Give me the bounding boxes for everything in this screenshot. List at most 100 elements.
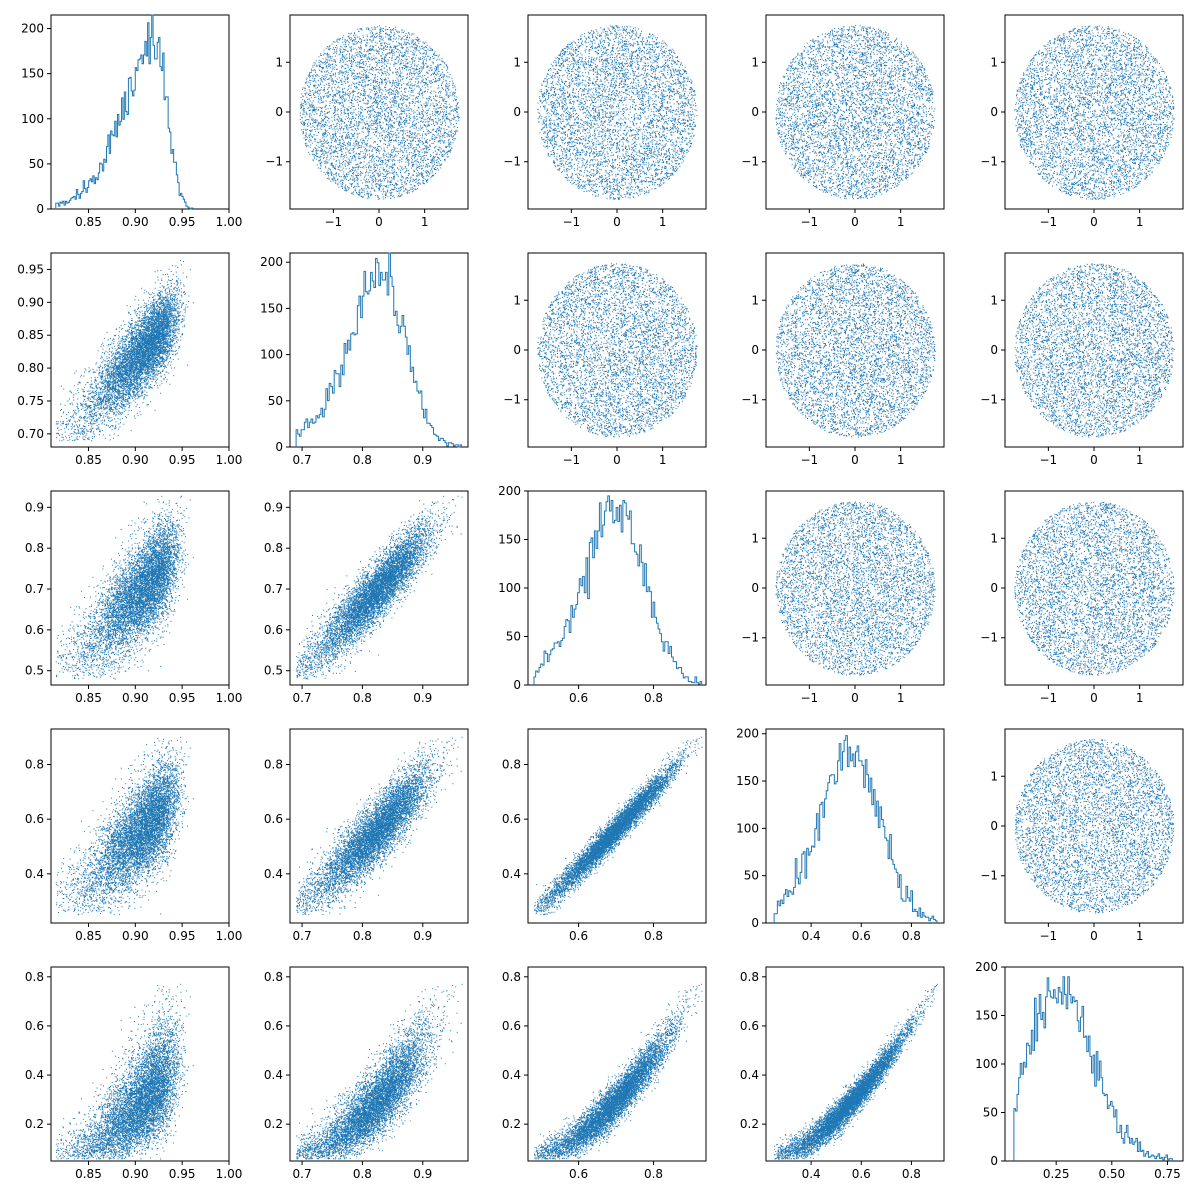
panel-r4-c5: −1 0 1 −1 0 1 [980, 728, 1184, 943]
panel-r4-c4-ytick-label: 0 [751, 916, 759, 930]
panel-r5-c5-ytick-label: 100 [975, 1057, 998, 1071]
panel-r5-c5-xtick-label: 0.50 [1098, 1167, 1125, 1181]
panel-r1-c5-frame [1004, 14, 1184, 210]
panel-r5-c1-ytick-label: 0.2 [25, 1117, 44, 1131]
panel-r1-c3-ytick-label: −1 [503, 155, 521, 169]
panel-r3-c3-ytick-label: 50 [506, 630, 521, 644]
panel-r1-c1-ytick-label: 0 [36, 202, 44, 216]
panel-r5-c1-ytick-label: 0.8 [25, 970, 44, 984]
panel-r3-c2-frame [289, 490, 469, 686]
panel-r5-c2-ytick-label: 0.8 [264, 970, 283, 984]
panel-r2-c2-ytick-label: 150 [260, 301, 283, 315]
panel-r3-c5-ytick-label: 1 [990, 531, 998, 545]
panel-r2-c1-ytick-label: 0.75 [17, 394, 44, 408]
panel-r1-c2-frame [289, 14, 469, 210]
panel-r1-c1-histogram-line [55, 14, 194, 210]
panel-r1-c5-points [1014, 25, 1175, 200]
panel-r2-c1-ytick-label: 0.70 [17, 427, 44, 441]
panel-r3-c3-xtick-label: 0.6 [569, 691, 588, 705]
panel-r2-c5: −1 0 1 −1 0 1 [980, 252, 1184, 467]
panel-r2-c2-ytick-label: 50 [268, 394, 283, 408]
panel-r5-c3-ytick-label: 0.2 [502, 1117, 521, 1131]
panel-r2-c3-xtick-label: 1 [659, 453, 667, 467]
panel-r5-c4-xtick-label: 0.8 [902, 1167, 921, 1181]
panel-r2-c4: −1 0 1 −1 0 1 [741, 252, 945, 467]
panel-r1-c4-points [775, 25, 936, 200]
panel-r4-c4-ytick-label: 150 [736, 774, 759, 788]
panel-r3-c4-xtick-label: −1 [801, 691, 819, 705]
panel-r3-c4-xtick-label: 1 [897, 691, 905, 705]
panel-r2-c4-ytick-label: 0 [751, 343, 759, 357]
panel-r5-c5-frame [1004, 966, 1184, 1162]
panel-r1-c1-xtick-label: 1.00 [216, 215, 243, 229]
panel-r1-c5: −1 0 1 −1 0 1 [980, 14, 1184, 229]
panel-r1-c2-xtick-label: 0 [375, 215, 383, 229]
panel-r5-c2-xtick-label: 0.7 [293, 1167, 312, 1181]
panel-r5-c3-xtick-label: 0.8 [644, 1167, 663, 1181]
panel-r1-c3-xtick-label: 1 [659, 215, 667, 229]
panel-r3-c1-xtick-label: 0.95 [169, 691, 196, 705]
panel-r2-c1-points [55, 260, 194, 442]
panel-r4-c1-points [55, 736, 194, 916]
panel-r5-c2-points [296, 983, 463, 1160]
panel-r3-c2-ytick-label: 0.8 [264, 541, 283, 555]
panel-r3-c5-xtick-label: −1 [1040, 691, 1058, 705]
panel-r3-c2-ytick-label: 0.7 [264, 582, 283, 596]
panel-r5-c1-xtick-label: 0.85 [75, 1167, 102, 1181]
panel-r1-c3-xtick-label: −1 [563, 215, 581, 229]
panel-r5-c4-points [774, 983, 938, 1160]
panel-r3-c5-points [1014, 501, 1175, 676]
panel-r5-c4-xtick-label: 0.4 [802, 1167, 821, 1181]
panel-r4-c4-ytick-label: 100 [736, 821, 759, 835]
panel-r5-c5-ytick-label: 0 [990, 1154, 998, 1168]
panel-r2-c3-xtick-label: −1 [563, 453, 581, 467]
panel-r2-c1-ytick-label: 0.95 [17, 262, 44, 276]
panel-r2-c2-ytick-label: 0 [275, 440, 283, 454]
panel-r4-c3-xtick-label: 0.6 [569, 929, 588, 943]
panel-r2-c2-xtick-label: 0.7 [293, 453, 312, 467]
panel-r2-c3: −1 0 1 −1 0 1 [503, 252, 707, 467]
panel-r2-c4-xtick-label: −1 [801, 453, 819, 467]
panel-r2-c1: 0.85 0.90 0.95 1.00 0.70 0.75 0.80 0.85 0.90 0.95 [17, 252, 243, 467]
panel-r5-c5-xtick-label: 0.75 [1154, 1167, 1181, 1181]
panel-r3-c2: 0.7 0.8 0.9 0.5 0.6 0.7 0.8 0.9 [264, 490, 469, 705]
panel-r1-c3-frame [527, 14, 707, 210]
panel-r2-c4-ytick-label: 1 [751, 293, 759, 307]
panel-r4-c2-ytick-label: 0.6 [264, 812, 283, 826]
panel-r3-c3-ytick-label: 0 [513, 678, 521, 692]
panel-r4-c4-xtick-label: 0.8 [902, 929, 921, 943]
panel-r1-c1-ytick-label: 200 [21, 22, 44, 36]
panel-r2-c1-xtick-label: 0.90 [122, 453, 149, 467]
panel-r1-c5-ytick-label: 0 [990, 105, 998, 119]
panel-r3-c3: 0.6 0.8 0 50 100 150 200 [498, 484, 707, 705]
panel-r4-c4: 0.4 0.6 0.8 0 50 100 150 200 [736, 727, 945, 943]
panel-r2-c5-frame [1004, 252, 1184, 448]
panel-r4-c4-xtick-label: 0.4 [802, 929, 821, 943]
panel-r1-c1-ytick-label: 50 [29, 157, 44, 171]
panel-r5-c4: 0.4 0.6 0.8 0.2 0.4 0.6 0.8 [740, 966, 945, 1181]
panel-r4-c1-ytick-label: 0.6 [25, 812, 44, 826]
panel-r3-c1-xtick-label: 1.00 [216, 691, 243, 705]
panel-r4-c5-frame [1004, 728, 1184, 924]
panel-r4-c5-ytick-label: −1 [980, 869, 998, 883]
panel-r5-c5-ytick-label: 200 [975, 960, 998, 974]
panel-r2-c1-xtick-label: 1.00 [216, 453, 243, 467]
panel-r5-c1-points [55, 983, 194, 1160]
panel-r4-c4-frame [765, 728, 945, 924]
panel-r3-c4-ytick-label: 1 [751, 531, 759, 545]
panel-r1-c4-frame [765, 14, 945, 210]
panel-r5-c2-ytick-label: 0.2 [264, 1117, 283, 1131]
panel-r2-c2-xtick-label: 0.9 [413, 453, 432, 467]
panel-r2-c5-xtick-label: 0 [1090, 453, 1098, 467]
panel-r3-c5-ytick-label: 0 [990, 581, 998, 595]
panel-r4-c2-xtick-label: 0.8 [353, 929, 372, 943]
panel-r2-c3-points [537, 263, 698, 438]
panel-r2-c3-ytick-label: 1 [513, 293, 521, 307]
panel-r2-c5-ytick-label: −1 [980, 393, 998, 407]
panel-r1-c5-ytick-label: 1 [990, 55, 998, 69]
panel-r5-c2-xtick-label: 0.8 [353, 1167, 372, 1181]
panel-r3-c3-histogram-line [533, 495, 703, 685]
panel-r2-c3-frame [527, 252, 707, 448]
panel-r4-c2-points [296, 736, 463, 916]
panel-r2-c1-ytick-label: 0.85 [17, 328, 44, 342]
